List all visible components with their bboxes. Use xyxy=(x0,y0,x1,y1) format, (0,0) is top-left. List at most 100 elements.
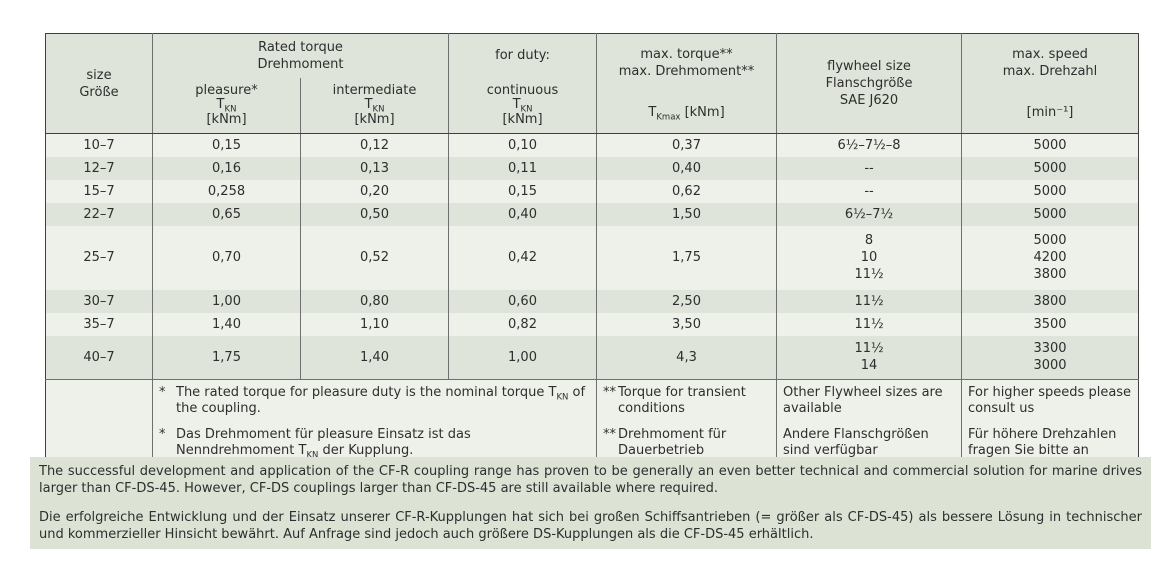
max-torque-cell: 3,50 xyxy=(596,312,777,336)
size-cell: 15–7 xyxy=(45,179,153,203)
speed-cell: 3500 xyxy=(961,312,1139,336)
col-header-for-duty: for duty: xyxy=(448,33,597,78)
speed-cell: 5000 xyxy=(961,133,1139,157)
flywheel-cell: 11½ 14 xyxy=(776,335,962,380)
pleasure-symbol: TKN xyxy=(157,97,296,115)
speed-cell: 5000 xyxy=(961,179,1139,203)
intermediate-label: intermediate xyxy=(332,83,417,99)
table-row: 12–7 0,16 0,13 0,11 0,40 -- 5000 xyxy=(45,156,1139,180)
size-cell: 25–7 xyxy=(45,225,153,290)
torque-symbol-sub: KN xyxy=(520,104,533,115)
footnote-rated-torque-cell: * The rated torque for pleasure duty is t… xyxy=(151,379,597,472)
torque-symbol-base: T xyxy=(648,105,657,120)
flywheel-cell: -- xyxy=(776,179,962,203)
flywheel-line: 11½ xyxy=(854,267,884,282)
rated-torque-label-de: Drehmoment xyxy=(257,56,344,72)
torque-symbol-sub: Kmax xyxy=(656,112,681,123)
max-torque-cell: 1,75 xyxy=(596,225,777,290)
speed-cell: 5000 xyxy=(961,156,1139,180)
speed-line: 3000 xyxy=(1033,358,1067,374)
max-speed-unit: [min⁻¹] xyxy=(1026,105,1074,120)
flywheel-line: 10 xyxy=(860,250,878,265)
description-block: The successful development and applicati… xyxy=(30,457,1151,549)
speed-cell: 3800 xyxy=(961,289,1139,313)
col-header-flywheel: flywheel size Flanschgröße SAE J620 xyxy=(776,33,962,134)
flywheel-line: 8 xyxy=(864,233,874,248)
table-row: 30–7 1,00 0,80 0,60 2,50 11½ 3800 xyxy=(45,289,1139,313)
size-cell: 30–7 xyxy=(45,289,153,313)
max-torque-cell: 0,62 xyxy=(596,179,777,203)
footnote-speed-cell: For higher speeds please consult us Für … xyxy=(961,379,1139,472)
col-header-size: size Größe xyxy=(45,33,153,134)
continuous-cell: 0,40 xyxy=(448,202,597,226)
size-cell: 22–7 xyxy=(45,202,153,226)
pleasure-cell: 1,40 xyxy=(152,312,301,336)
table-row: 15–7 0,258 0,20 0,15 0,62 -- 5000 xyxy=(45,179,1139,203)
intermediate-cell: 0,20 xyxy=(299,179,449,203)
size-cell: 40–7 xyxy=(45,335,153,380)
torque-symbol-sub: KN xyxy=(224,104,237,115)
table-row: 10–7 0,15 0,12 0,10 0,37 6½–7½–8 5000 xyxy=(45,133,1139,157)
max-torque-cell: 0,37 xyxy=(596,133,777,157)
rated-torque-label-en: Rated torque xyxy=(258,39,343,55)
continuous-symbol: TKN xyxy=(453,97,592,115)
intermediate-cell: 0,13 xyxy=(299,156,449,180)
col-header-intermediate: intermediate TKN [kNm] xyxy=(299,77,449,134)
footnote-marker: * xyxy=(159,427,166,442)
torque-unit: [kNm] xyxy=(684,105,725,120)
footnote-text: der Kupplung. xyxy=(318,443,414,458)
footnote-sub: KN xyxy=(306,450,319,461)
size-cell: 10–7 xyxy=(45,133,153,157)
torque-symbol-base: T xyxy=(512,97,521,113)
footnote-speed-en: For higher speeds please consult us xyxy=(968,385,1132,416)
max-torque-cell: 1,50 xyxy=(596,202,777,226)
max-torque-cell: 2,50 xyxy=(596,289,777,313)
torque-symbol-base: T xyxy=(216,97,225,113)
footnote-marker: ** xyxy=(603,427,617,442)
flywheel-label-de: Flanschgröße xyxy=(825,76,913,91)
pleasure-cell: 0,16 xyxy=(152,156,301,180)
footnote-max-torque-cell: ** Torque for transient conditions ** Dreh… xyxy=(596,379,777,472)
flywheel-line: 11½ xyxy=(854,341,884,357)
for-duty-label: for duty: xyxy=(495,48,550,64)
table-row: 25–7 0,70 0,52 0,42 1,75 8 10 11½ 5000 4… xyxy=(45,225,1139,290)
speed-line: 3800 xyxy=(1033,267,1067,282)
footnote-flywheel-cell: Other Flywheel sizes are available Ander… xyxy=(776,379,962,472)
footnote-text: Torque for transient conditions xyxy=(618,385,746,416)
size-cell: 12–7 xyxy=(45,156,153,180)
continuous-cell: 1,00 xyxy=(448,335,597,380)
footnote-flywheel-de: Andere Flanschgrößen sind verfügbar xyxy=(783,427,929,458)
header-row-sub: pleasure* TKN [kNm] intermediate TKN [kN… xyxy=(46,77,1139,134)
speed-cell: 5000 4200 3800 xyxy=(961,225,1139,290)
footnote-marker: * xyxy=(159,385,166,400)
pleasure-cell: 1,75 xyxy=(152,335,301,380)
pleasure-cell: 0,70 xyxy=(152,225,301,290)
speed-line: 4200 xyxy=(1033,250,1067,265)
size-label-en: size xyxy=(86,67,112,83)
col-header-pleasure: pleasure* TKN [kNm] xyxy=(152,77,301,134)
pleasure-cell: 0,65 xyxy=(152,202,301,226)
footnote-dstar-en: ** Torque for transient conditions xyxy=(603,385,771,417)
flywheel-cell: 11½ xyxy=(776,289,962,313)
table-row: 40–7 1,75 1,40 1,00 4,3 11½ 14 3300 3000 xyxy=(45,335,1139,380)
continuous-cell: 0,82 xyxy=(448,312,597,336)
continuous-cell: 0,60 xyxy=(448,289,597,313)
flywheel-standard: SAE J620 xyxy=(839,93,899,108)
max-torque-cell: 4,3 xyxy=(596,335,777,380)
footnote-star-de: * Das Drehmoment für pleasure Einsatz ist… xyxy=(159,427,591,461)
intermediate-cell: 0,50 xyxy=(299,202,449,226)
footnote-text: The rated torque for pleasure duty is th… xyxy=(176,385,557,400)
max-torque-label-en: max. torque** xyxy=(640,47,733,62)
footnote-empty-cell xyxy=(45,379,153,472)
flywheel-cell: 11½ xyxy=(776,312,962,336)
continuous-label: continuous xyxy=(486,83,559,99)
footnote-dstar-de: ** Drehmoment für Dauerbetrieb xyxy=(603,427,771,459)
flywheel-line: 14 xyxy=(860,358,878,374)
flywheel-cell: 6½–7½ xyxy=(776,202,962,226)
intermediate-cell: 0,80 xyxy=(299,289,449,313)
coupling-spec-table: size Größe Rated torque Drehmoment for d… xyxy=(45,33,1140,472)
col-header-max-torque: max. torque** max. Drehmoment** TKmax [k… xyxy=(596,33,777,134)
intermediate-cell: 1,40 xyxy=(299,335,449,380)
intermediate-cell: 0,52 xyxy=(299,225,449,290)
footnote-star-en: * The rated torque for pleasure duty is t… xyxy=(159,385,591,417)
